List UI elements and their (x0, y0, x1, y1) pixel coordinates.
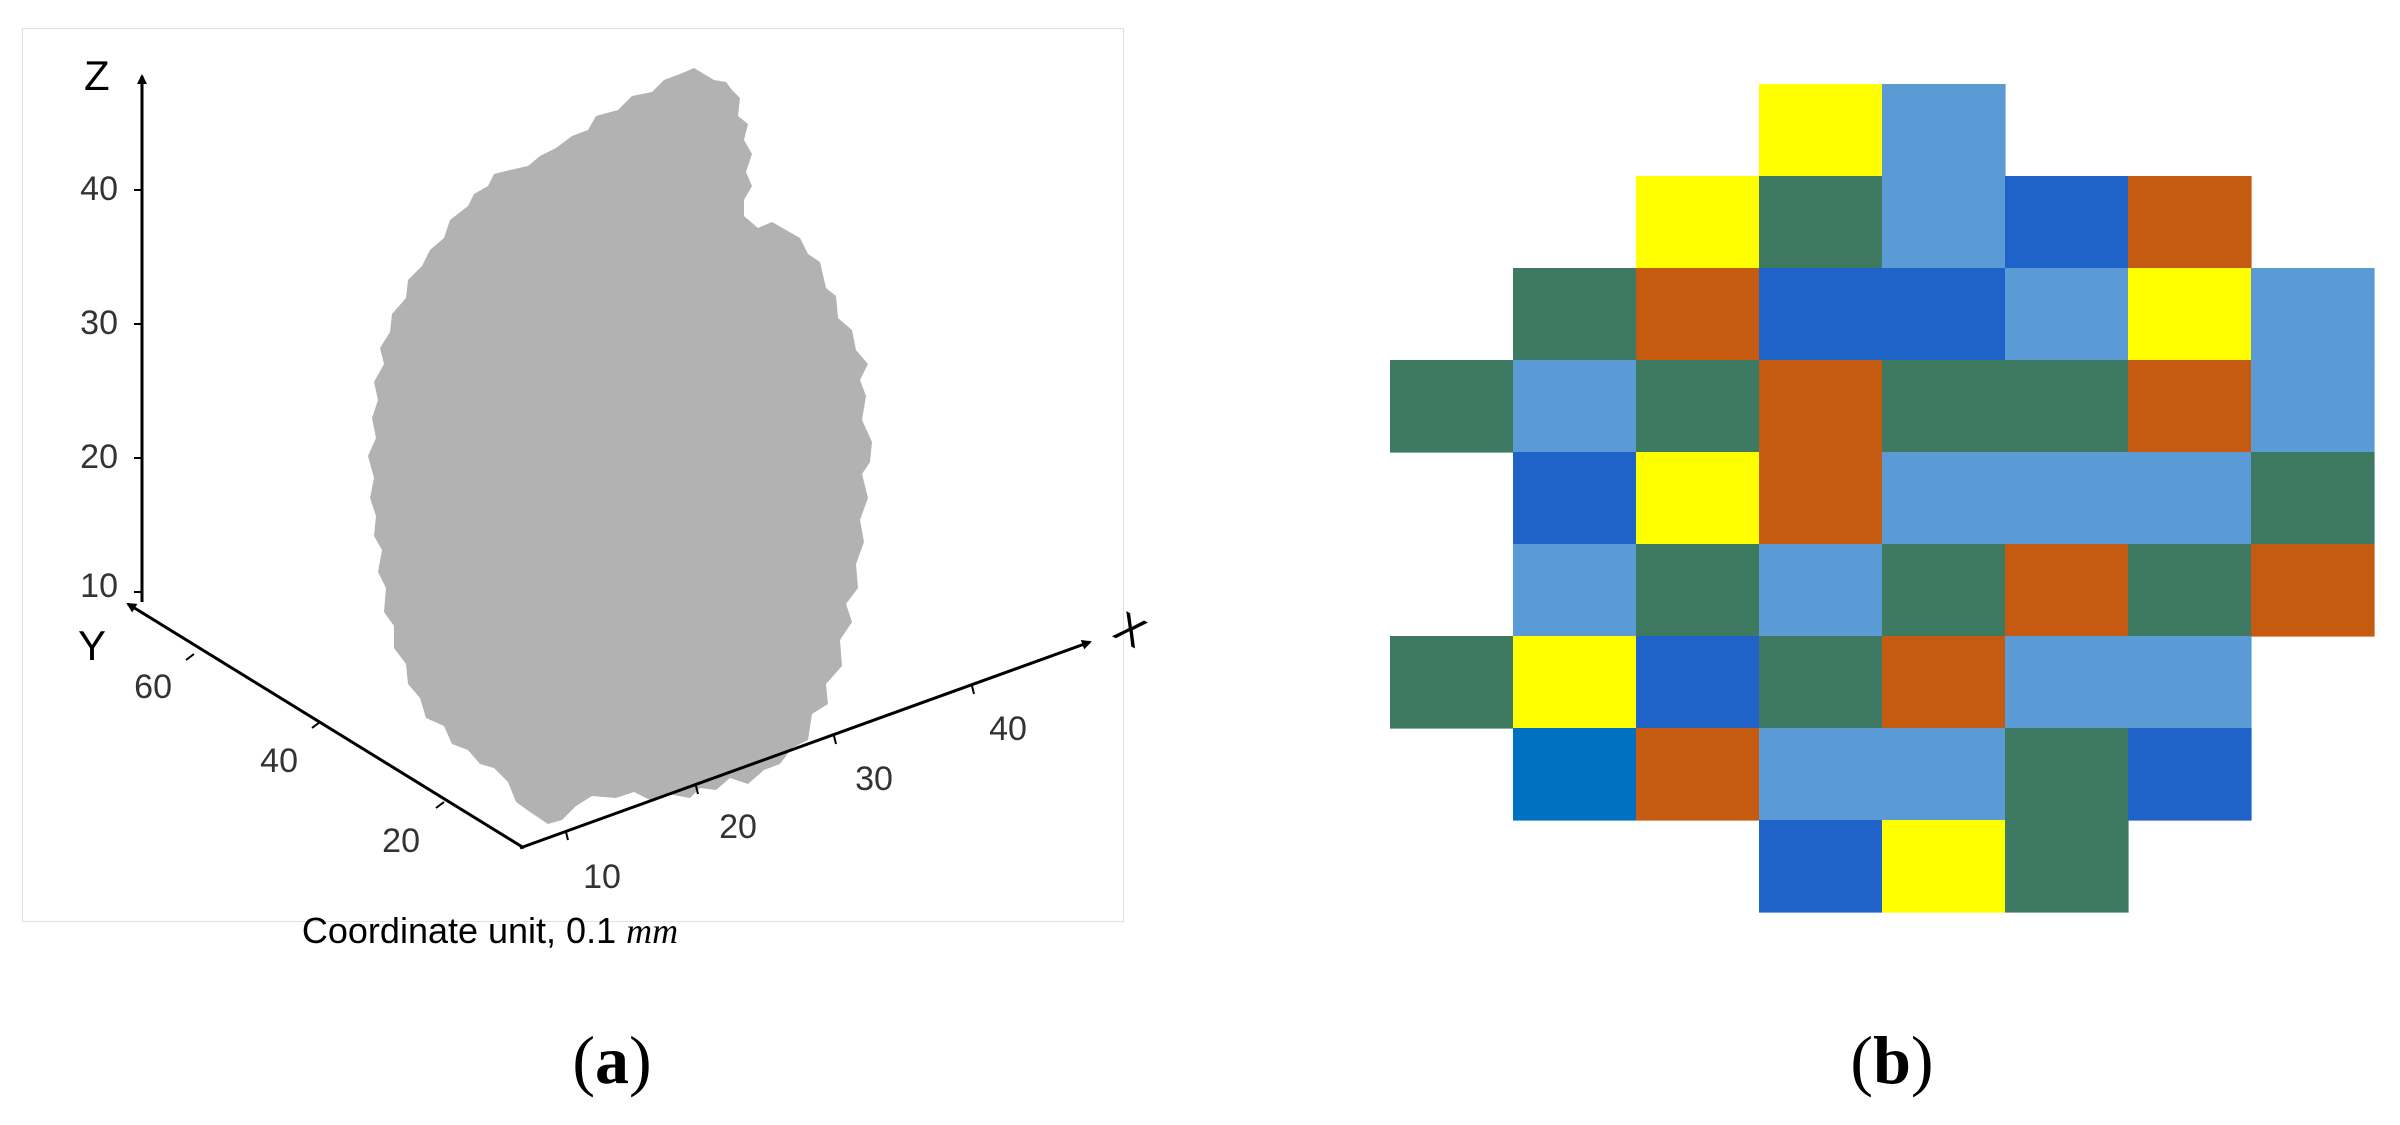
mosaic-cell (2128, 636, 2252, 729)
block-mosaic (1390, 84, 2375, 913)
x-tick-label: 30 (855, 760, 893, 798)
mosaic-cell (2005, 268, 2129, 361)
mosaic-cell (1759, 452, 1883, 545)
mosaic-cell (2005, 544, 2129, 637)
mosaic-cell (1882, 728, 2006, 821)
mosaic-cell (1636, 360, 1760, 453)
z-tick-label: 30 (80, 304, 118, 342)
z-tick-label: 40 (80, 170, 118, 208)
mosaic-cell (2251, 360, 2375, 453)
caption-prefix: Coordinate unit, 0.1 (302, 910, 626, 951)
panel-b-label-letter: b (1873, 1022, 1911, 1098)
panel-a-label-close: ) (629, 1022, 652, 1098)
mosaic-cell (1513, 636, 1637, 729)
mosaic-cell (1759, 176, 1883, 269)
mosaic-cell (2005, 176, 2129, 269)
y-tick-label: 40 (260, 742, 298, 780)
mosaic-cell (2128, 728, 2252, 821)
mosaic-cell (1636, 176, 1760, 269)
mosaic-cell (2251, 452, 2375, 545)
mosaic-cell (2128, 544, 2252, 637)
mosaic-cell (1636, 636, 1760, 729)
mosaic-cell (1636, 544, 1760, 637)
x-axis-line (519, 640, 1092, 850)
mosaic-cell (2128, 360, 2252, 453)
y-tick-label: 20 (382, 822, 420, 860)
mosaic-cell (1759, 268, 1883, 361)
mosaic-cell (1759, 360, 1883, 453)
voxel-shape (368, 68, 872, 824)
mosaic-cell (1390, 360, 1514, 453)
panel-a-label-open: ( (572, 1022, 595, 1098)
y-axis-name: Y (78, 622, 106, 669)
panel-a-label-letter: a (595, 1022, 629, 1098)
mosaic-cell (1759, 820, 1883, 913)
mosaic-cell (1636, 268, 1760, 361)
z-tick-label: 20 (80, 438, 118, 476)
mosaic-cell (1882, 176, 2006, 269)
mosaic-cell (1882, 820, 2006, 913)
z-axis-ticks: 40 30 20 10 (80, 170, 142, 605)
mosaic-cell (1636, 452, 1760, 545)
x-tick-label: 40 (989, 710, 1027, 748)
mosaic-cell (1882, 452, 2006, 545)
x-tick-label: 10 (583, 858, 621, 896)
x-axis-ticks: 10 20 30 40 (565, 685, 1027, 896)
mosaic-cell (1759, 636, 1883, 729)
mosaic-cell (1513, 452, 1637, 545)
mosaic-cell (1513, 360, 1637, 453)
mosaic-cell (2251, 268, 2375, 361)
mosaic-cell (1882, 84, 2006, 177)
mosaic-cell (1513, 544, 1637, 637)
mosaic-cell (1513, 268, 1637, 361)
mosaic-cell (2128, 176, 2252, 269)
mosaic-cell (2128, 452, 2252, 545)
mosaic-cell (1390, 636, 1514, 729)
mosaic-cell (1636, 728, 1760, 821)
mosaic-cell (1759, 544, 1883, 637)
mosaic-cell (2005, 820, 2129, 913)
mosaic-cell (2005, 728, 2129, 821)
mosaic-cell (2005, 452, 2129, 545)
mosaic-cell (1513, 728, 1637, 821)
mosaic-cell (2005, 360, 2129, 453)
mosaic-cell (1759, 728, 1883, 821)
panel-b-label: (b) (1850, 1022, 1933, 1098)
mosaic-cell (1882, 636, 2006, 729)
x-axis-name: X (1107, 602, 1154, 657)
z-tick-label: 10 (80, 567, 118, 605)
y-tick-label: 60 (134, 668, 172, 706)
mosaic-cell (1882, 268, 2006, 361)
y-axis-line (126, 602, 525, 850)
mosaic-cell (2251, 544, 2375, 637)
caption-unit: mm (626, 911, 678, 951)
panel-b-label-open: ( (1850, 1022, 1873, 1098)
mosaic-cell (2128, 268, 2252, 361)
y-axis-ticks: 60 40 20 (134, 653, 445, 860)
panel-a-caption: Coordinate unit, 0.1 mm (302, 910, 678, 951)
mosaic-cell (2005, 636, 2129, 729)
mosaic-cell (1759, 84, 1883, 177)
z-axis-name: Z (84, 52, 110, 99)
panel-a-label: (a) (572, 1022, 651, 1098)
panel-b-label-close: ) (1911, 1022, 1934, 1098)
x-tick-label: 20 (719, 808, 757, 846)
mosaic-cell (1882, 544, 2006, 637)
mosaic-cell (1882, 360, 2006, 453)
